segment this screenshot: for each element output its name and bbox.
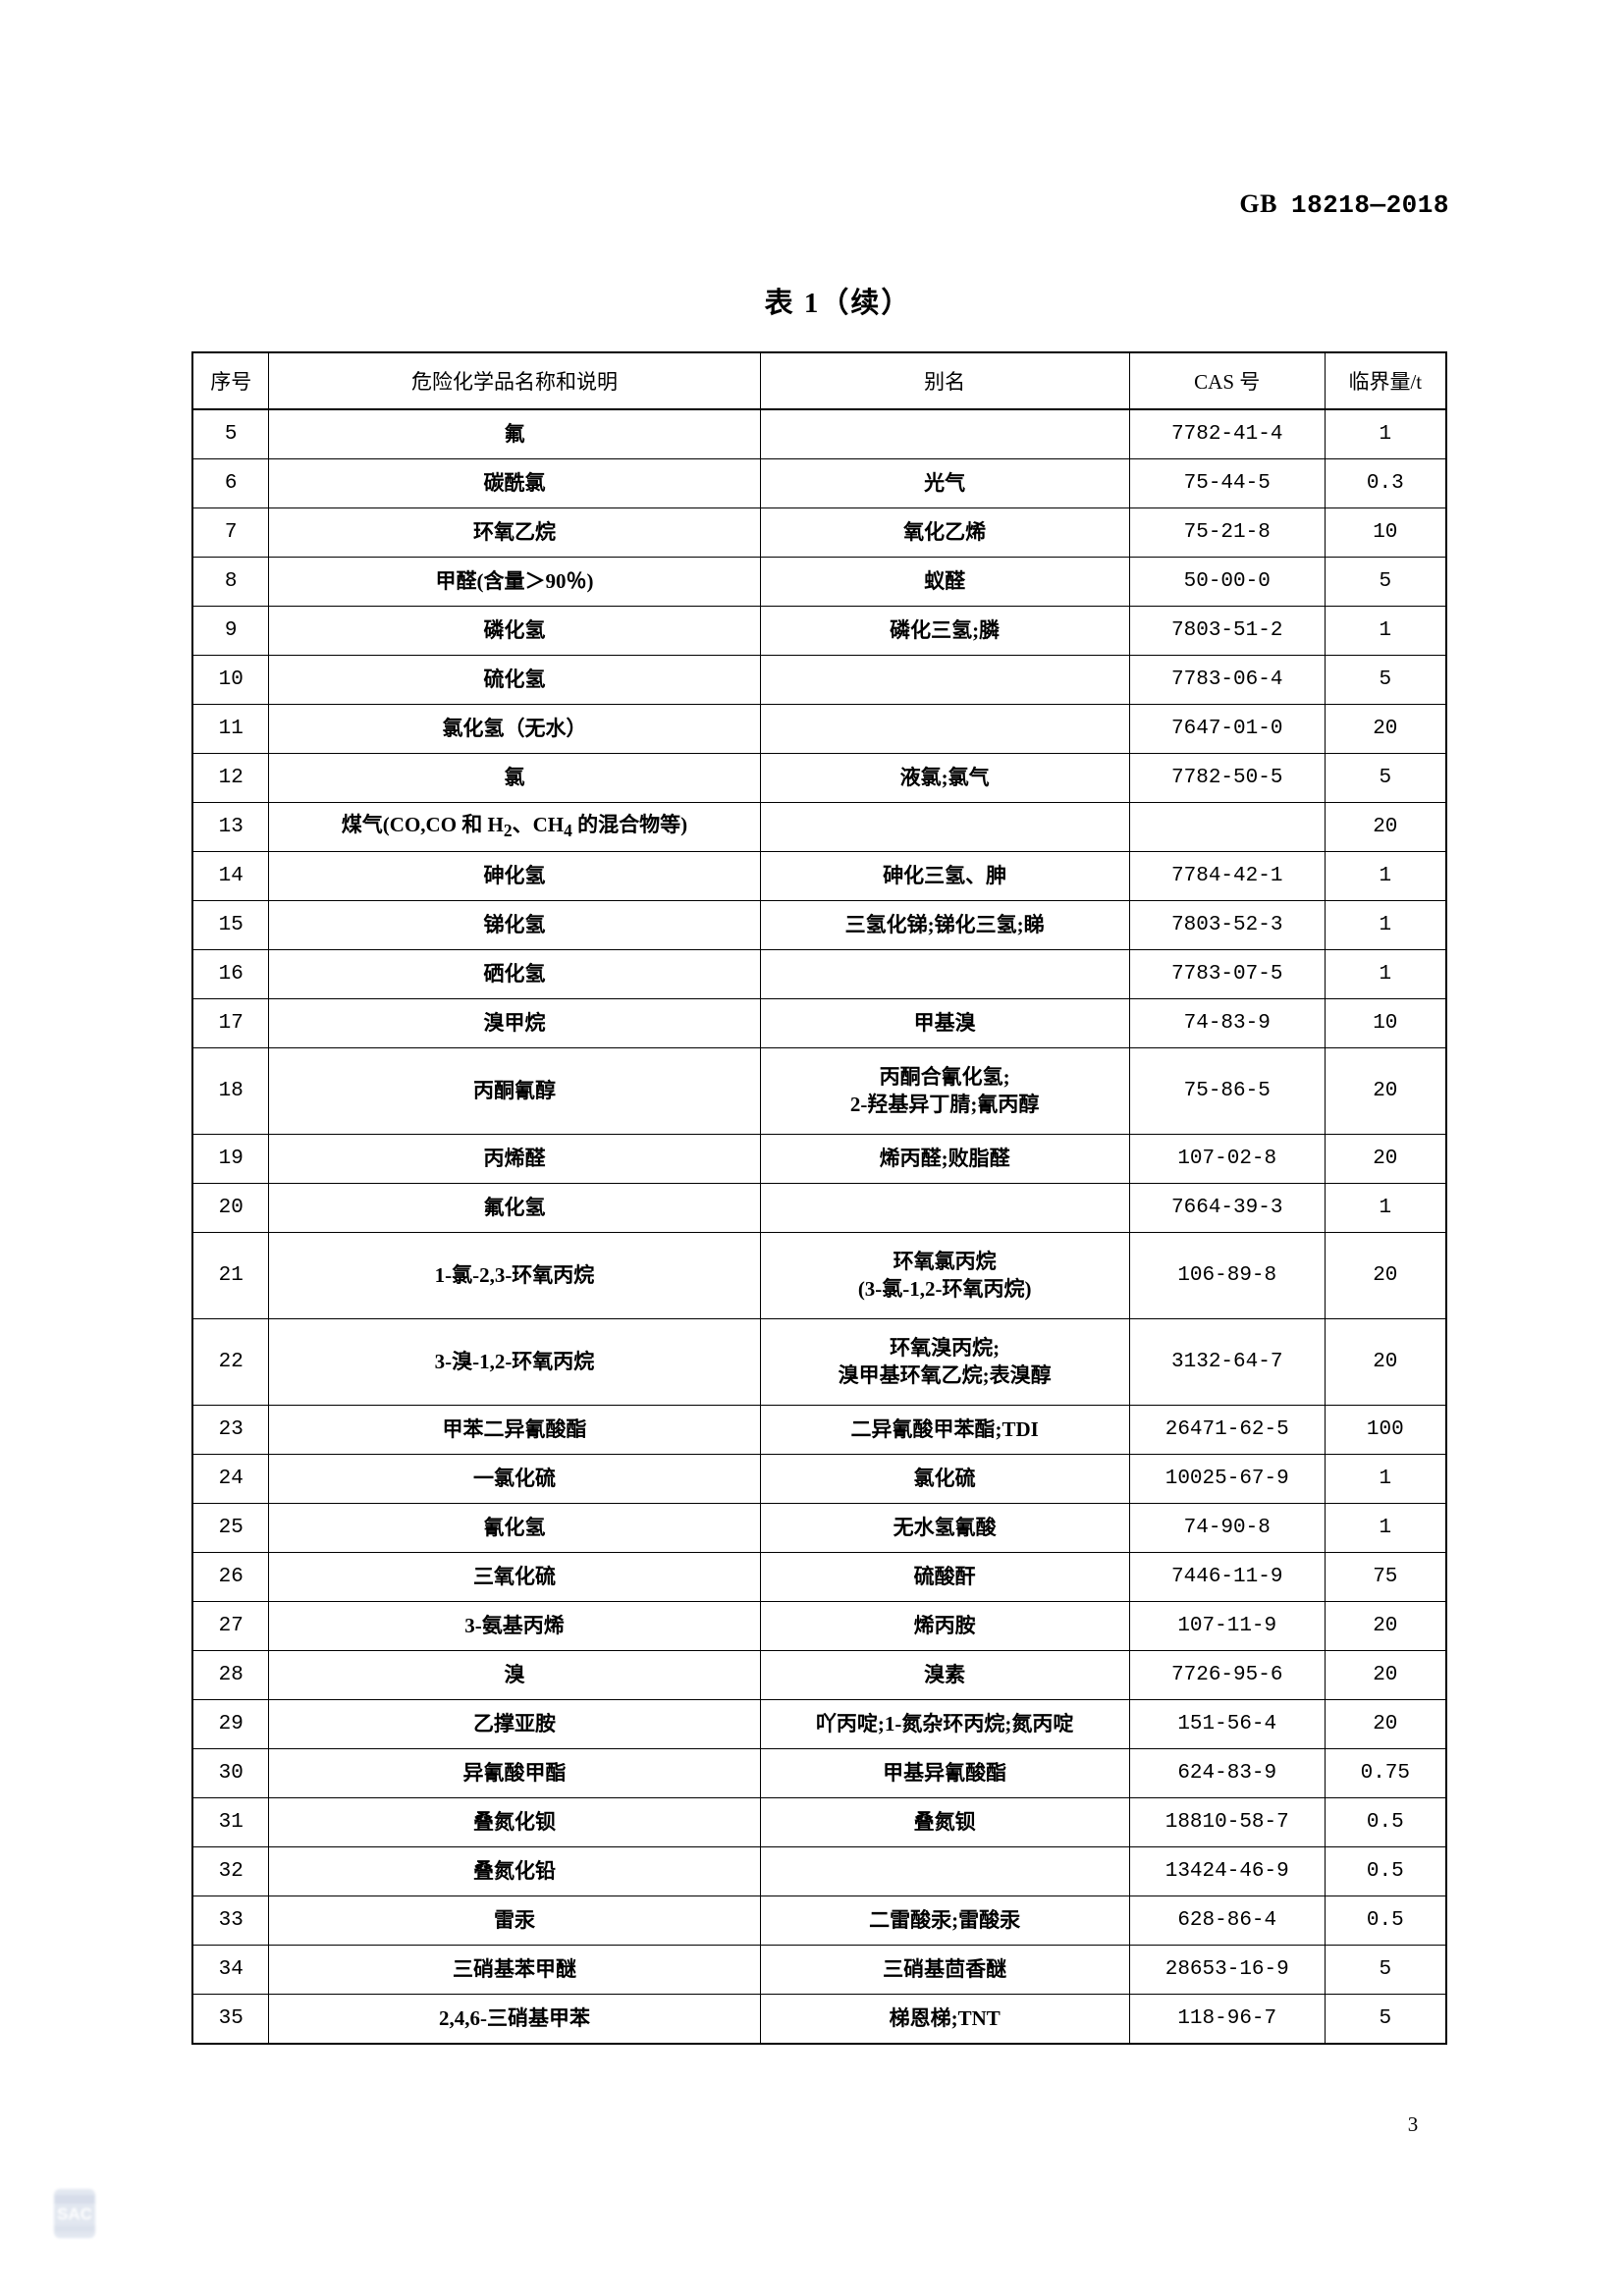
svg-text:SAC: SAC — [57, 2205, 92, 2223]
